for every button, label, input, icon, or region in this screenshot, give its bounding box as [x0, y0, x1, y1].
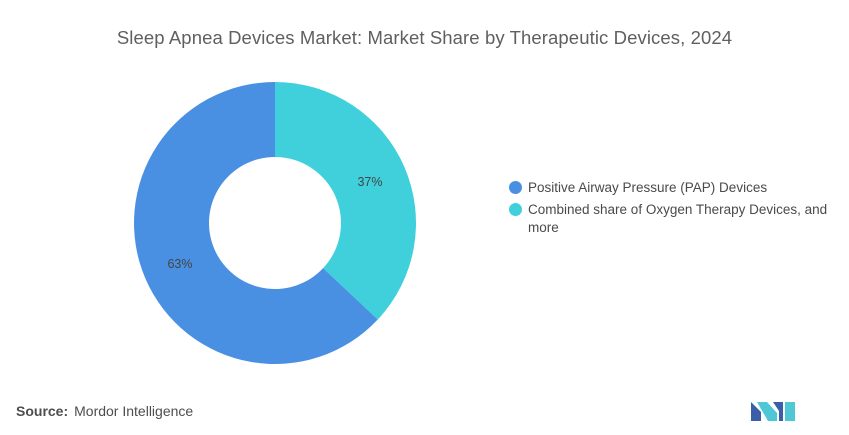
legend-item-pap: Positive Airway Pressure (PAP) Devices [509, 179, 839, 197]
slice-oxygen [275, 82, 416, 320]
logo-shape-mid [757, 402, 777, 421]
legend-label-oxygen: Combined share of Oxygen Therapy Devices… [528, 202, 828, 235]
mordor-logo-icon [751, 402, 795, 421]
source-note: Source: Mordor Intelligence [16, 403, 193, 419]
slice-pap-label: 63% [167, 257, 192, 271]
logo-shape-right2 [785, 402, 795, 421]
source-label: Source: [16, 403, 69, 419]
legend-swatch-pap [509, 181, 522, 194]
chart-title: Sleep Apnea Devices Market: Market Share… [116, 27, 733, 48]
chart-legend: Positive Airway Pressure (PAP) Devices C… [509, 179, 839, 241]
logo-shape-right [773, 402, 783, 421]
legend-swatch-oxygen [509, 203, 522, 216]
logo-shape-left [751, 402, 761, 421]
legend-label-pap: Positive Airway Pressure (PAP) Devices [528, 180, 768, 195]
donut-chart: 37% 63% [134, 82, 416, 364]
slice-oxygen-label: 37% [357, 175, 382, 189]
source-text: Mordor Intelligence [74, 403, 194, 419]
legend-item-oxygen: Combined share of Oxygen Therapy Devices… [509, 201, 839, 237]
slice-pap [134, 82, 378, 364]
